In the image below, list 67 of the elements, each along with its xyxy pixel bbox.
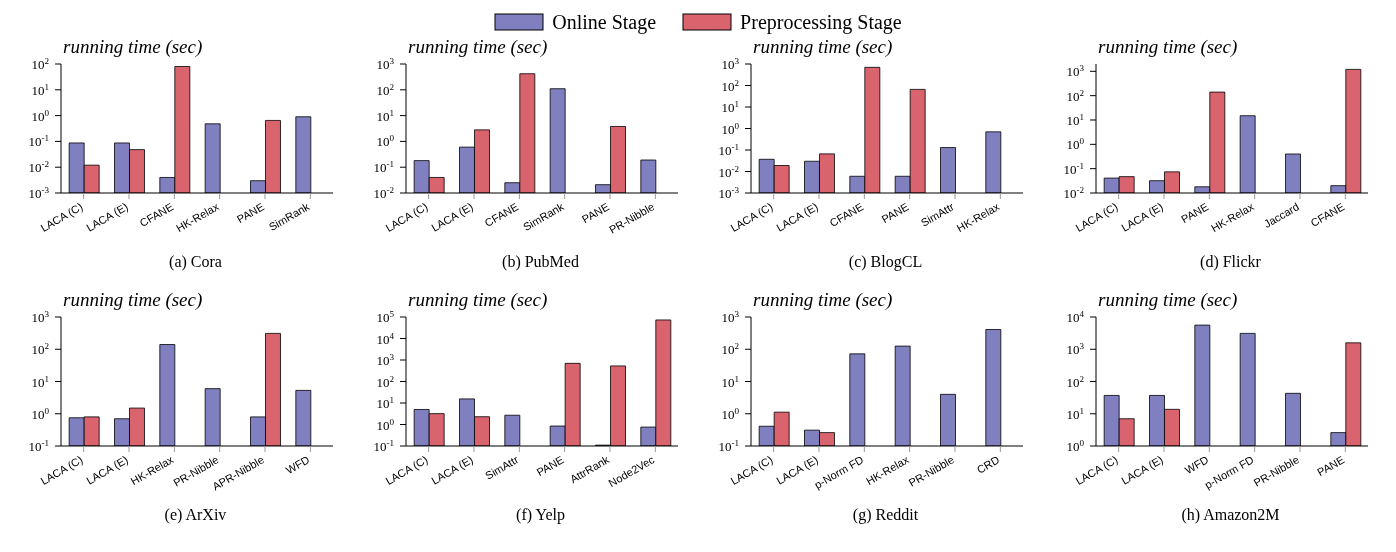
y-tick-label: 10$^{3}$ [376, 56, 395, 72]
y-tick-label: 10$^{-1}$ [373, 159, 394, 176]
text: (c) BlogCL [847, 253, 924, 271]
y-tick-label: 10$^{2}$ [31, 56, 50, 72]
y-tick-label: 10$^{2}$ [376, 373, 395, 390]
y-tick-label: 10$^{-1}$ [373, 438, 394, 454]
y-tick-label: 10$^{3}$ [721, 56, 740, 72]
y-tick-label: 10$^{-1}$ [718, 438, 739, 454]
y-axis-title: running time (sec) [1098, 289, 1238, 310]
y-tick-label: 10$^{1}$ [31, 373, 49, 390]
text: (d) Flickr [1199, 253, 1262, 271]
y-tick-label: 10$^{0}$ [31, 107, 50, 124]
y-tick-label: 10$^{3}$ [376, 352, 395, 368]
y-tick-label: 10$^{1}$ [721, 99, 739, 115]
y-tick-label: 10$^{2}$ [721, 341, 740, 358]
y-tick-label: 10$^{1}$ [376, 107, 394, 124]
y-tick-label: 10$^{0}$ [721, 120, 740, 137]
y-tick-label: 10$^{3}$ [31, 309, 50, 325]
text: (e) ArXiv [163, 506, 228, 524]
y-tick-label: 10$^{1}$ [31, 81, 49, 98]
y-axis-title: running time (sec) [1097, 36, 1239, 58]
y-axis-title: running time (sec) [63, 36, 203, 57]
x-tick-label: CRD [974, 453, 1002, 476]
y-tick-label: 10$^{5}$ [376, 309, 395, 325]
y-axis-title: running time (sec) [753, 289, 893, 310]
y-axis-title: running time (sec) [63, 289, 203, 310]
y-tick-label: 10$^{1}$ [1066, 405, 1084, 422]
y-tick-label: 10$^{1}$ [721, 373, 739, 390]
text: (g) Reddit [851, 506, 920, 524]
y-axis-title: running time (sec) [753, 36, 893, 57]
y-axis-title: running time (sec) [408, 36, 548, 57]
legend-label: Preprocessing Stage [740, 10, 902, 34]
y-tick-label: 10$^{2}$ [721, 77, 740, 94]
y-tick-label: 10$^{-2}$ [28, 159, 50, 176]
text: (f) Yelp [515, 506, 566, 524]
y-tick-label: 10$^{3}$ [1066, 63, 1085, 80]
y-tick-label: 10$^{0}$ [721, 405, 740, 422]
text: (a) Cora [168, 253, 223, 271]
y-tick-label: 10$^{2}$ [1066, 87, 1085, 104]
y-tick-label: 10$^{-1}$ [28, 133, 49, 150]
y-tick-label: 10$^{-2}$ [373, 185, 395, 201]
text: (h) Amazon2M [1180, 506, 1281, 524]
x-tick-label: WFD [283, 453, 312, 477]
y-tick-label: 10$^{4}$ [376, 330, 395, 347]
y-tick-label: 10$^{-3}$ [718, 185, 740, 201]
y-tick-label: 10$^{0}$ [376, 133, 395, 150]
y-axis-title: running time (sec) [408, 289, 548, 310]
y-tick-label: 10$^{0}$ [1066, 136, 1085, 153]
y-tick-label: 10$^{-1}$ [28, 438, 49, 454]
y-tick-label: 10$^{-3}$ [28, 185, 50, 201]
y-tick-label: 10$^{3}$ [1066, 341, 1085, 358]
text: (b) PubMed [501, 253, 580, 271]
y-tick-label: 10$^{1}$ [1066, 112, 1084, 128]
y-tick-label: 10$^{2}$ [376, 81, 395, 98]
y-tick-label: 10$^{0}$ [1066, 438, 1085, 454]
y-tick-label: 10$^{4}$ [1066, 309, 1085, 325]
y-tick-label: 10$^{2}$ [31, 341, 50, 358]
y-tick-label: 10$^{-1}$ [718, 142, 739, 158]
y-tick-label: 10$^{-2}$ [1063, 185, 1085, 201]
y-tick-label: 10$^{3}$ [721, 309, 740, 325]
y-tick-label: 10$^{2}$ [1066, 373, 1085, 390]
y-tick-label: 10$^{1}$ [376, 395, 394, 411]
legend-label: Online Stage [552, 10, 657, 34]
y-tick-label: 10$^{-1}$ [1063, 160, 1084, 177]
y-tick-label: 10$^{0}$ [31, 405, 50, 422]
y-tick-label: 10$^{0}$ [376, 416, 395, 433]
y-tick-label: 10$^{-2}$ [718, 163, 740, 180]
